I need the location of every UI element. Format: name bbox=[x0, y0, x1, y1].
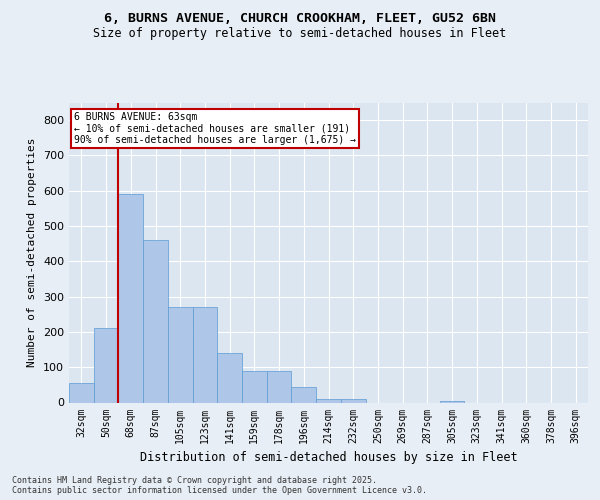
Bar bbox=[217, 353, 242, 403]
Bar bbox=[168, 307, 193, 402]
Bar bbox=[94, 328, 118, 402]
Text: 6, BURNS AVENUE, CHURCH CROOKHAM, FLEET, GU52 6BN: 6, BURNS AVENUE, CHURCH CROOKHAM, FLEET,… bbox=[104, 12, 496, 26]
Bar bbox=[292, 386, 316, 402]
Text: Contains HM Land Registry data © Crown copyright and database right 2025.
Contai: Contains HM Land Registry data © Crown c… bbox=[12, 476, 427, 495]
Bar bbox=[341, 399, 365, 402]
Bar bbox=[69, 383, 94, 402]
Bar bbox=[267, 370, 292, 402]
X-axis label: Distribution of semi-detached houses by size in Fleet: Distribution of semi-detached houses by … bbox=[140, 451, 517, 464]
Text: Size of property relative to semi-detached houses in Fleet: Size of property relative to semi-detach… bbox=[94, 28, 506, 40]
Bar bbox=[143, 240, 168, 402]
Bar bbox=[118, 194, 143, 402]
Text: 6 BURNS AVENUE: 63sqm
← 10% of semi-detached houses are smaller (191)
90% of sem: 6 BURNS AVENUE: 63sqm ← 10% of semi-deta… bbox=[74, 112, 356, 144]
Bar bbox=[440, 400, 464, 402]
Bar bbox=[193, 307, 217, 402]
Y-axis label: Number of semi-detached properties: Number of semi-detached properties bbox=[28, 138, 37, 367]
Bar bbox=[242, 370, 267, 402]
Bar bbox=[316, 399, 341, 402]
